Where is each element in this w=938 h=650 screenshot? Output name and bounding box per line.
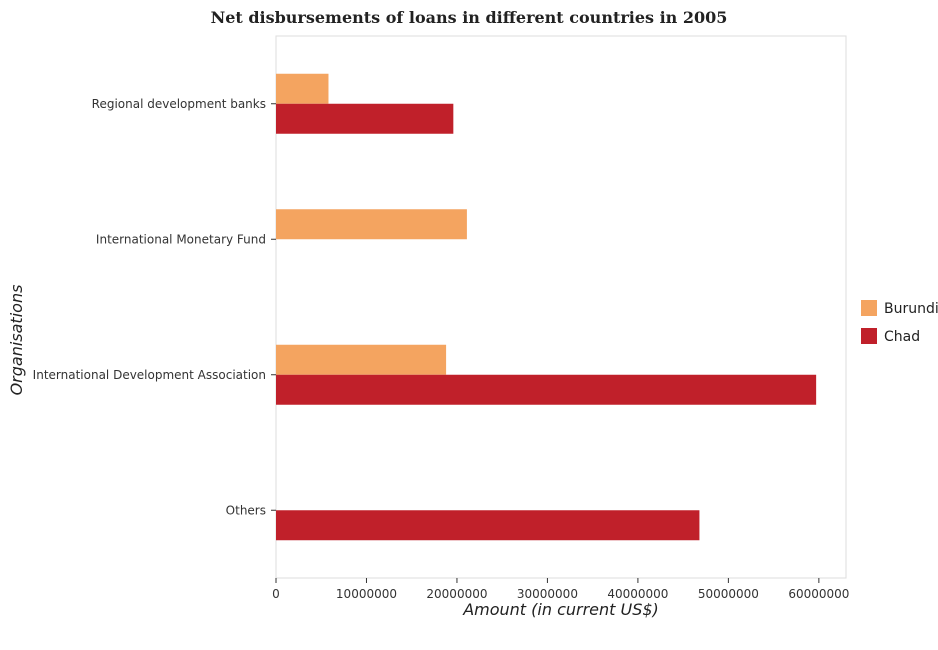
x-tick-label: 20000000: [426, 587, 487, 601]
chart-title: Net disbursements of loans in different …: [210, 8, 728, 27]
x-tick-label: 30000000: [517, 587, 578, 601]
y-axis-label: Organisations: [7, 285, 26, 396]
bar-chad: [276, 103, 454, 134]
bar-chad: [276, 510, 700, 541]
x-axis-label: Amount (in current US$): [462, 600, 659, 619]
x-tick-label: 60000000: [788, 587, 849, 601]
bar-burundi: [276, 73, 329, 104]
y-tick-label: Others: [226, 503, 266, 517]
x-tick-label: 50000000: [698, 587, 759, 601]
bars-group: [276, 73, 817, 541]
plot-frame: [275, 35, 847, 579]
legend-swatch-chad: [861, 328, 877, 344]
legend-label-burundi: Burundi: [884, 301, 938, 317]
plot-border: [275, 35, 847, 579]
legend-swatch-burundi: [861, 300, 877, 316]
bar-burundi: [276, 344, 447, 375]
x-tick-label: 0: [272, 587, 280, 601]
x-tick-label: 10000000: [336, 587, 397, 601]
x-tick-label: 40000000: [607, 587, 668, 601]
legend-label-chad: Chad: [884, 329, 920, 345]
y-tick-label: Regional development banks: [92, 97, 266, 111]
y-tick-label: International Monetary Fund: [96, 232, 266, 246]
y-tick-labels: Regional development banks International …: [33, 97, 276, 517]
legend: Burundi Chad: [861, 300, 938, 345]
y-tick-label: International Development Association: [33, 368, 266, 382]
bar-burundi: [276, 209, 467, 240]
bar-chad: [276, 374, 817, 405]
x-tick-labels: 0 10000000 20000000 30000000 40000000 5000000…: [272, 578, 849, 601]
